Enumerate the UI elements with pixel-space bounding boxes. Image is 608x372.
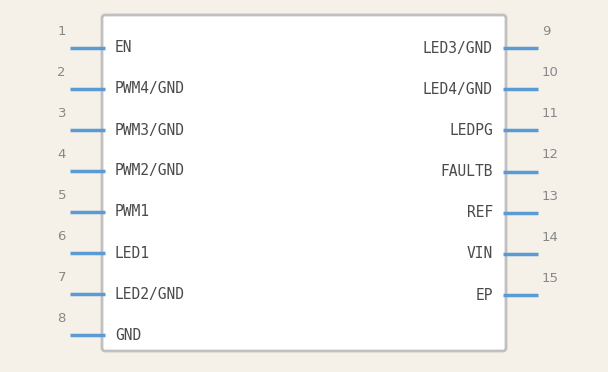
Text: 6: 6 <box>58 230 66 243</box>
Text: LED1: LED1 <box>115 246 150 260</box>
Text: 5: 5 <box>58 189 66 202</box>
Text: 7: 7 <box>58 271 66 284</box>
Text: PWM3/GND: PWM3/GND <box>115 122 185 138</box>
Text: 3: 3 <box>58 107 66 120</box>
Text: 8: 8 <box>58 312 66 325</box>
Text: 1: 1 <box>58 25 66 38</box>
Text: EN: EN <box>115 41 133 55</box>
Text: PWM2/GND: PWM2/GND <box>115 164 185 179</box>
Text: LEDPG: LEDPG <box>449 123 493 138</box>
Text: FAULTB: FAULTB <box>441 164 493 179</box>
FancyBboxPatch shape <box>102 15 506 351</box>
Text: 13: 13 <box>542 190 559 203</box>
Text: VIN: VIN <box>467 246 493 262</box>
Text: 15: 15 <box>542 272 559 285</box>
Text: 11: 11 <box>542 108 559 120</box>
Text: LED4/GND: LED4/GND <box>423 82 493 97</box>
Text: LED3/GND: LED3/GND <box>423 41 493 55</box>
Text: LED2/GND: LED2/GND <box>115 286 185 301</box>
Text: 10: 10 <box>542 66 559 79</box>
Text: 12: 12 <box>542 148 559 161</box>
Text: 14: 14 <box>542 231 559 244</box>
Text: REF: REF <box>467 205 493 220</box>
Text: 2: 2 <box>58 66 66 79</box>
Text: PWM1: PWM1 <box>115 205 150 219</box>
Text: 9: 9 <box>542 25 550 38</box>
Text: PWM4/GND: PWM4/GND <box>115 81 185 96</box>
Text: EP: EP <box>475 288 493 302</box>
Text: 4: 4 <box>58 148 66 161</box>
Text: GND: GND <box>115 327 141 343</box>
